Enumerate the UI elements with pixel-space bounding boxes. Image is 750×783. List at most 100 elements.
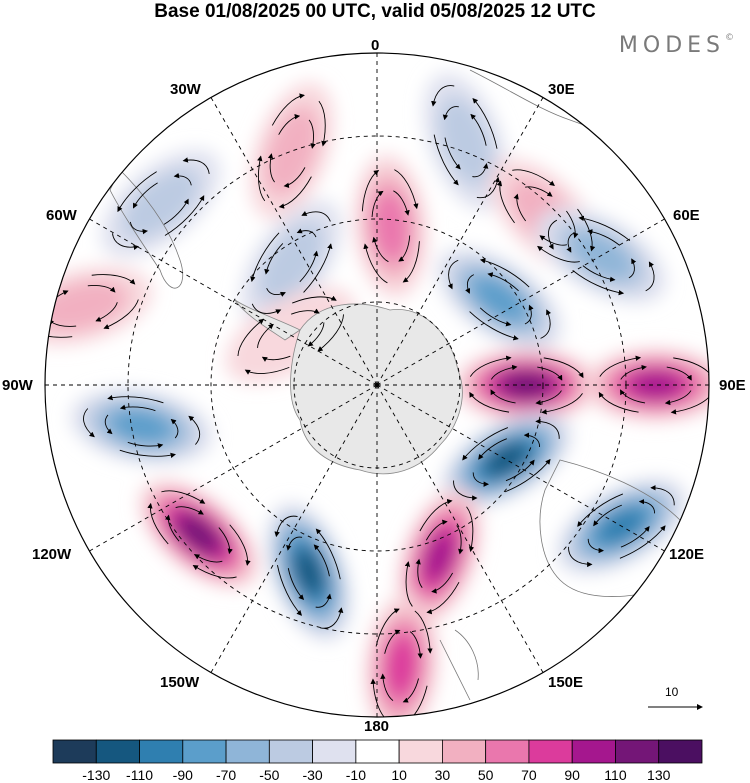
- streamline-arrow: [278, 176, 312, 209]
- streamline-arrow: [170, 418, 179, 439]
- colorbar-swatch: [268, 739, 314, 764]
- streamline-arrow: [587, 538, 605, 554]
- streamline-arrow: [257, 155, 266, 202]
- lon-label-60e: 60E: [673, 207, 700, 224]
- anomaly-contour: [257, 221, 325, 304]
- streamline-arrow: [666, 366, 692, 381]
- streamline-arrow: [315, 528, 341, 580]
- streamline-arrow: [361, 169, 380, 212]
- streamline-arrow: [264, 243, 284, 275]
- streamline-arrow: [537, 366, 563, 381]
- streamlines: [45, 85, 709, 717]
- streamline-arrow: [504, 458, 551, 493]
- streamline-arrow: [257, 323, 274, 348]
- colorbar-swatch: [658, 739, 703, 764]
- anomaly-contour: [437, 96, 494, 187]
- streamline-arrow: [119, 404, 156, 412]
- map-border: [44, 52, 710, 718]
- streamline-arrow: [384, 629, 401, 654]
- streamline-arrow: [287, 568, 305, 601]
- streamline-arrow: [161, 490, 206, 504]
- streamline-arrow: [261, 355, 291, 362]
- colorbar-swatch: [225, 739, 270, 764]
- streamline-arrow: [91, 274, 136, 285]
- streamline-arrow: [462, 427, 509, 461]
- colorbar-tick-label: -70: [215, 767, 237, 783]
- streamline-arrow: [447, 259, 459, 290]
- streamline-arrow: [442, 106, 459, 121]
- streamline-arrow: [478, 438, 507, 460]
- streamline-arrow: [535, 418, 560, 439]
- colorbar-tick-label: -110: [126, 767, 154, 783]
- streamline-arrow: [537, 245, 580, 263]
- colorbar-swatch: [355, 739, 400, 764]
- streamline-arrow: [456, 525, 464, 555]
- streamline-arrow: [188, 415, 201, 445]
- south-pole-marker: [374, 382, 380, 388]
- streamline-arrow: [433, 134, 459, 186]
- streamline-arrow: [133, 182, 158, 209]
- streamline-arrow: [466, 506, 475, 553]
- colorbar-tick-label: 30: [434, 767, 451, 783]
- streamline-arrow: [165, 514, 180, 542]
- streamline-arrow: [453, 480, 478, 501]
- streamline-arrow: [274, 515, 298, 538]
- streamline-arrow: [301, 210, 331, 222]
- colorbar-swatch: [571, 739, 616, 764]
- streamline-arrow: [119, 449, 176, 459]
- lon-label-30w: 30W: [170, 81, 201, 98]
- streamline-arrow: [582, 265, 616, 282]
- streamline-arrow: [404, 685, 428, 717]
- streamline-arrow: [104, 414, 113, 435]
- streamline-arrow: [566, 210, 579, 239]
- colorbar-swatch: [182, 739, 227, 764]
- colorbar-tick-label: -50: [259, 767, 280, 783]
- new-zealand-outline: [439, 629, 479, 701]
- streamline-arrow: [372, 236, 389, 263]
- streamline-arrow: [444, 137, 461, 170]
- streamline-arrow: [117, 171, 157, 213]
- streamline-arrow: [87, 285, 116, 293]
- streamline-arrow: [479, 258, 530, 288]
- streamline-arrow: [380, 673, 394, 701]
- streamline-arrow: [670, 393, 709, 415]
- streamline-arrow: [164, 195, 205, 236]
- streamline-arrow: [431, 572, 454, 594]
- anomaly-contour: [472, 277, 527, 322]
- anomaly-contour: [294, 548, 324, 596]
- colorbar-tick-label: 130: [647, 767, 671, 783]
- anomaly-contour: [264, 105, 320, 197]
- streamline-arrow: [192, 564, 237, 579]
- streamline-arrow: [313, 544, 330, 577]
- anomaly-contour: [371, 189, 410, 263]
- streamline-arrow: [271, 93, 305, 126]
- lon-label-180: 180: [364, 718, 390, 735]
- colorbar-swatch: [615, 739, 660, 764]
- colorbar-swatch: [95, 739, 140, 764]
- streamline-arrow: [276, 565, 303, 616]
- streamline-arrow: [620, 364, 647, 380]
- streamline-arrow: [472, 97, 498, 149]
- streamline-arrow: [419, 498, 453, 532]
- streamline-arrow: [317, 314, 344, 352]
- streamline-arrow: [251, 303, 282, 315]
- streamline-arrow: [292, 295, 337, 304]
- colorbar-swatch: [139, 739, 184, 764]
- streamline-arrow: [593, 504, 622, 527]
- lon-label-60w: 60W: [46, 207, 77, 224]
- streamline-arrow: [490, 389, 516, 404]
- streamline-arrow: [182, 157, 210, 175]
- streamline-arrow: [465, 274, 475, 294]
- colorbar-tick-label: 70: [521, 767, 537, 783]
- streamline-arrow: [95, 302, 118, 322]
- colorbar-swatch: [441, 739, 487, 764]
- streamline-arrow: [299, 250, 319, 283]
- anomaly-contour: [484, 443, 529, 477]
- anomaly-contour: [111, 409, 172, 444]
- streamline-arrow: [303, 243, 333, 293]
- streamline-arrow: [320, 607, 344, 629]
- streamline-arrow: [398, 235, 411, 262]
- streamline-arrow: [568, 546, 593, 568]
- colorbar-tick-label: 10: [391, 767, 407, 783]
